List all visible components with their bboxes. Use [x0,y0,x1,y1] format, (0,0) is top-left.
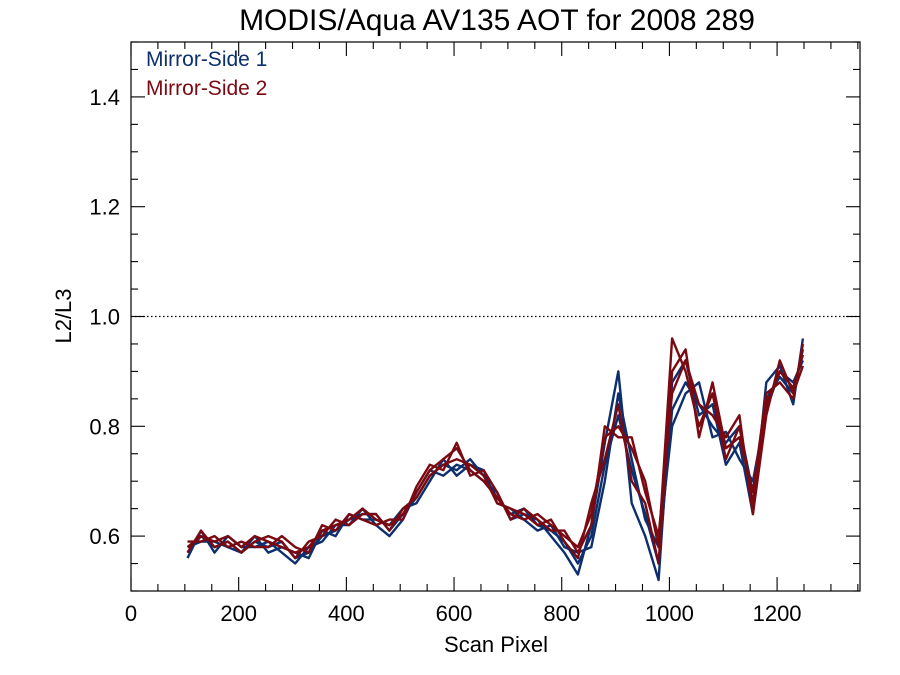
tick-labels: 0 200 400 600 800 1000 1200 0.6 0.8 1.0 1.2 1.4 [89,85,801,626]
series-2-line-2 [186,343,805,565]
x-tick-label: 800 [543,601,580,626]
series-1-line-2 [186,338,805,582]
x-tick-label: 0 [125,601,137,626]
x-tick-label: 200 [220,601,257,626]
y-tick-label: 0.6 [89,524,120,549]
legend-series-1: Mirror-Side 1 [146,48,267,71]
y-tick-label: 1.0 [89,305,120,330]
x-tick-label: 1200 [753,601,802,626]
series-2-line-3 [187,359,805,554]
plot-area [131,315,860,582]
chart-title: MODIS/Aqua AV135 AOT for 2008 289 [239,4,755,37]
x-axis-label: Scan Pixel [444,632,548,657]
series-2-line-1 [186,337,805,554]
x-tick-label: 400 [328,601,365,626]
series-1-line-1 [186,349,805,565]
axis-ticks [130,41,860,592]
y-tick-label: 1.2 [89,195,120,220]
y-tick-label: 0.8 [89,414,120,439]
y-axis-label: L2/L3 [51,288,76,343]
x-tick-label: 1000 [645,601,694,626]
y-tick-label: 1.4 [89,85,120,110]
x-tick-label: 600 [436,601,473,626]
legend-series-2: Mirror-Side 2 [146,77,267,100]
